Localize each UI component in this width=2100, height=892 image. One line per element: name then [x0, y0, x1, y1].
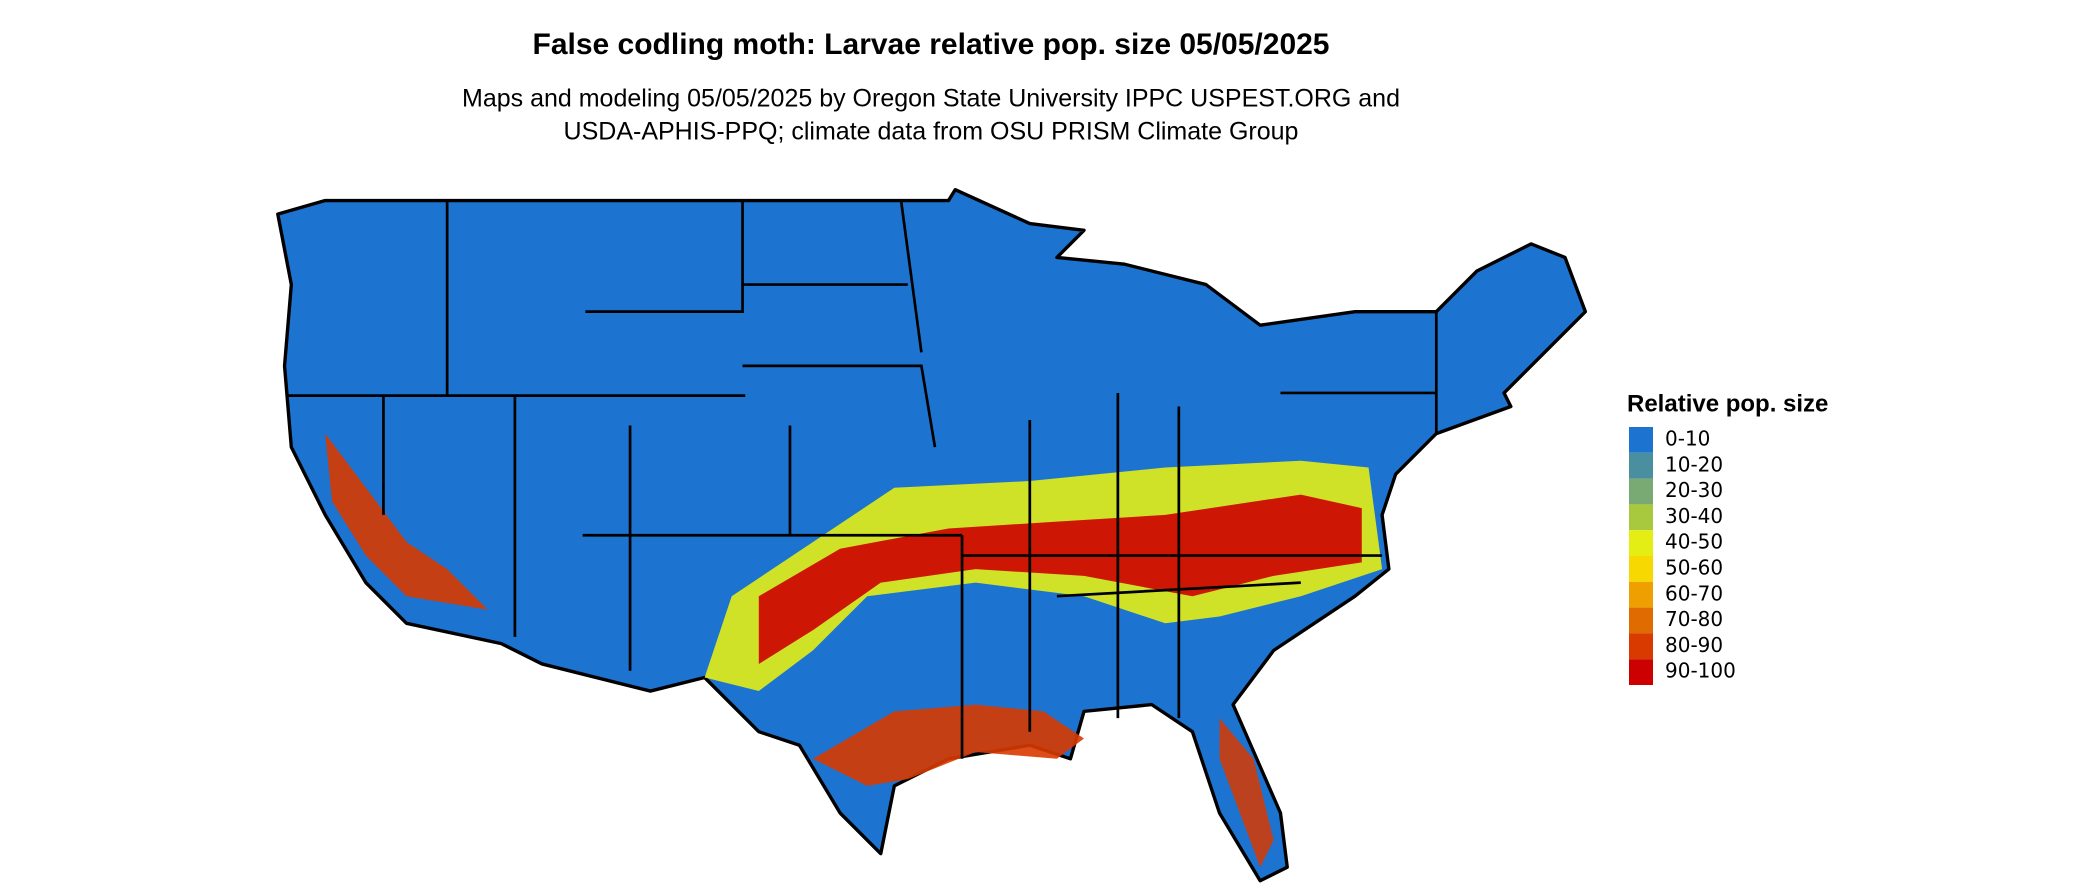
legend-swatch: [1629, 633, 1653, 660]
legend-swatch: [1629, 504, 1653, 531]
heat-zone: [813, 704, 1084, 786]
state-borders: [287, 200, 1438, 759]
map-title: False codling moth: Larvae relative pop.…: [533, 28, 1330, 61]
legend-swatch: [1629, 530, 1653, 556]
heat-zone: [325, 433, 488, 610]
legend-swatch: [1629, 659, 1653, 685]
legend-label: 70-80: [1665, 607, 1723, 631]
heat-zone: [1219, 718, 1274, 868]
map-subtitle: Maps and modeling 05/05/2025 by Oregon S…: [462, 85, 1400, 113]
legend-label: 20-30: [1665, 478, 1723, 502]
legend-swatch: [1629, 607, 1653, 634]
legend-label: 0-10: [1665, 427, 1710, 451]
legend-swatch: [1629, 478, 1653, 505]
legend: 0-1010-2020-3030-4040-5050-6060-7070-808…: [1629, 427, 1736, 685]
map-subtitle: USDA-APHIS-PPQ; climate data from OSU PR…: [564, 118, 1299, 146]
legend-swatch: [1629, 556, 1653, 582]
legend-label: 60-70: [1665, 581, 1723, 605]
heat-zone: [758, 494, 1362, 664]
legend-label: 30-40: [1665, 504, 1723, 528]
legend-label: 50-60: [1665, 556, 1723, 580]
legend-title: Relative pop. size: [1627, 390, 1828, 417]
legend-swatch: [1629, 452, 1653, 479]
us-map: [276, 188, 1588, 883]
legend-swatch: [1629, 581, 1653, 608]
legend-swatch: [1629, 427, 1653, 453]
legend-label: 40-50: [1665, 530, 1723, 554]
legend-label: 10-20: [1665, 452, 1723, 476]
legend-label: 80-90: [1665, 633, 1723, 657]
legend-label: 90-100: [1665, 659, 1736, 683]
